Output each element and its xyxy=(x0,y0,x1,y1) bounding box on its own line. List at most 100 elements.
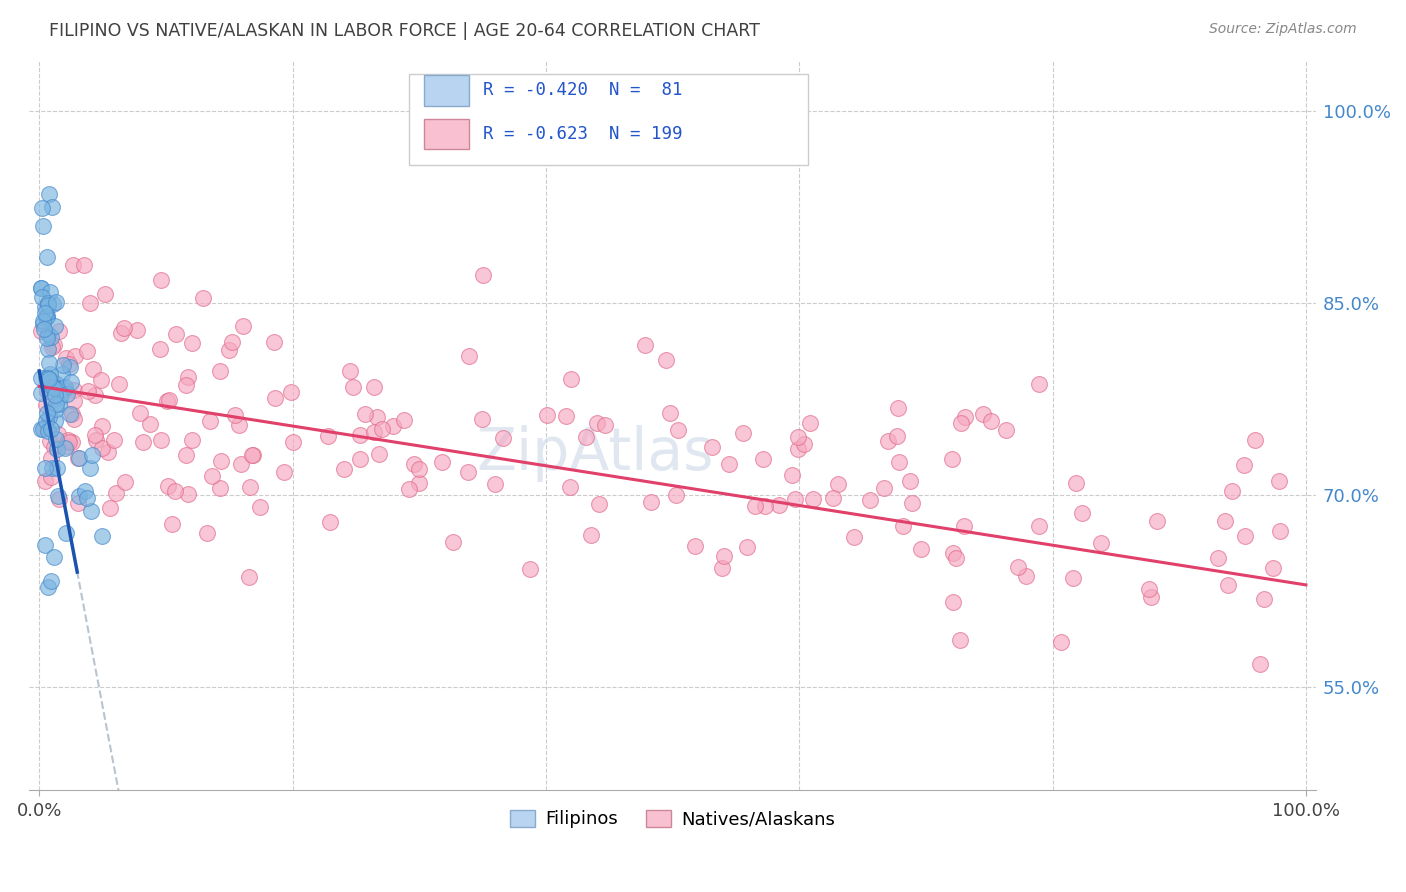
Point xyxy=(38,356,60,370)
Point xyxy=(38,285,60,300)
Point xyxy=(165,327,187,342)
Point xyxy=(112,321,135,335)
Point xyxy=(35,406,58,420)
Point xyxy=(84,427,107,442)
Point xyxy=(398,482,420,496)
Point xyxy=(37,326,59,341)
Point xyxy=(371,421,394,435)
Point xyxy=(458,349,481,363)
Point xyxy=(79,296,101,310)
Point xyxy=(893,519,915,533)
Point xyxy=(34,460,56,475)
Point xyxy=(949,633,972,648)
Text: ZipAtlas: ZipAtlas xyxy=(477,425,714,483)
Point xyxy=(39,470,62,484)
Point xyxy=(900,496,922,510)
Point xyxy=(30,324,52,338)
Point xyxy=(408,475,430,490)
Point xyxy=(366,409,388,424)
Bar xyxy=(425,75,470,105)
Point xyxy=(76,344,98,359)
Point xyxy=(1137,582,1160,596)
Point xyxy=(1233,458,1256,472)
Point xyxy=(30,280,52,294)
Point xyxy=(35,310,58,324)
Point xyxy=(737,540,759,554)
Point xyxy=(30,371,52,385)
Point xyxy=(42,392,65,407)
Point xyxy=(1015,568,1038,582)
Point xyxy=(30,422,52,436)
Point xyxy=(84,388,107,402)
Point xyxy=(754,499,776,513)
Point xyxy=(886,429,908,443)
Point xyxy=(221,334,243,349)
Point xyxy=(45,432,67,446)
Point xyxy=(32,322,55,336)
Point xyxy=(41,422,63,436)
Point xyxy=(441,534,464,549)
Point xyxy=(430,455,453,469)
Text: R = -0.623  N = 199: R = -0.623 N = 199 xyxy=(484,125,683,143)
Point xyxy=(586,416,609,430)
Point xyxy=(44,440,66,454)
Point xyxy=(80,504,103,518)
Point xyxy=(1233,529,1256,543)
Point xyxy=(471,268,494,282)
Point xyxy=(46,376,69,391)
Point xyxy=(994,423,1017,437)
Point xyxy=(195,525,218,540)
Point xyxy=(35,310,58,324)
Point xyxy=(110,326,132,341)
Point xyxy=(280,385,302,400)
Point xyxy=(55,526,77,541)
Point xyxy=(90,373,112,387)
Point xyxy=(363,380,385,394)
Point xyxy=(787,430,810,444)
Point xyxy=(63,383,86,397)
Point xyxy=(1220,484,1243,499)
Point xyxy=(581,528,603,542)
Point xyxy=(76,491,98,506)
Point xyxy=(37,331,59,345)
Point xyxy=(58,357,80,371)
Point xyxy=(80,448,103,462)
Point xyxy=(174,448,197,462)
Point xyxy=(31,201,53,215)
Point xyxy=(91,528,114,542)
Point xyxy=(157,479,180,493)
Point xyxy=(1216,578,1239,592)
Point xyxy=(208,364,231,378)
Point xyxy=(97,445,120,459)
Point xyxy=(39,574,62,588)
Point xyxy=(191,291,214,305)
Point xyxy=(39,375,62,389)
Point xyxy=(45,396,67,410)
Point xyxy=(683,539,706,553)
Point xyxy=(53,441,76,455)
Point xyxy=(710,560,733,574)
Point xyxy=(859,492,882,507)
Point xyxy=(1244,434,1267,448)
Point xyxy=(159,393,181,408)
Point xyxy=(536,408,558,422)
Point xyxy=(45,401,67,416)
Point xyxy=(654,352,676,367)
Point xyxy=(1028,377,1050,392)
Point xyxy=(41,200,63,214)
Point xyxy=(782,468,804,483)
Point xyxy=(349,452,371,467)
Point xyxy=(131,435,153,450)
Point xyxy=(664,488,686,502)
Point xyxy=(238,570,260,584)
Point xyxy=(176,370,198,384)
Point xyxy=(37,310,59,324)
Point xyxy=(198,414,221,428)
Point xyxy=(263,334,285,349)
Point xyxy=(972,407,994,421)
Point xyxy=(1206,550,1229,565)
Text: FILIPINO VS NATIVE/ALASKAN IN LABOR FORCE | AGE 20-64 CORRELATION CHART: FILIPINO VS NATIVE/ALASKAN IN LABOR FORC… xyxy=(49,22,761,40)
Point xyxy=(66,496,89,510)
Point xyxy=(48,324,70,338)
Point xyxy=(208,481,231,495)
